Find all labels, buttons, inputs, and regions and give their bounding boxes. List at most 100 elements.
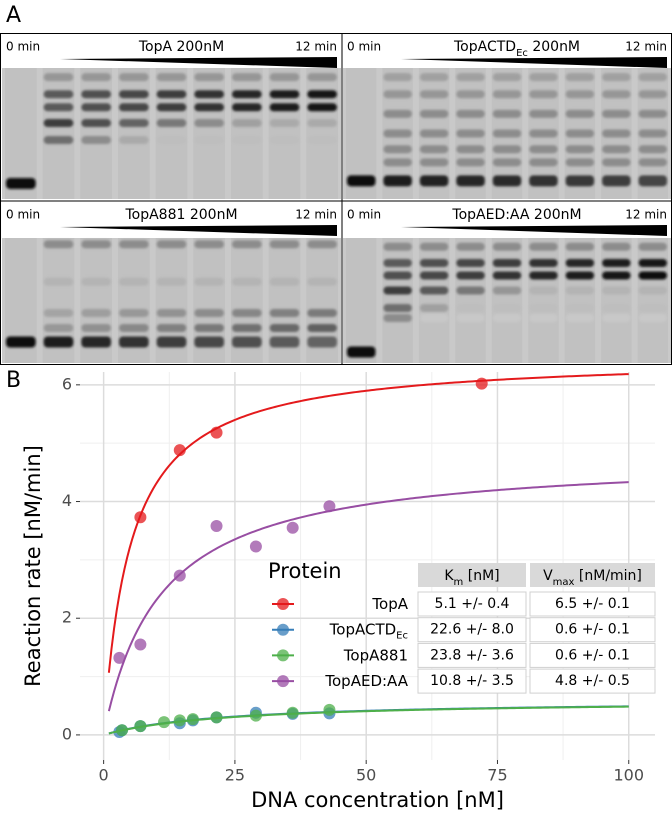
gel-band — [269, 136, 300, 145]
gel-band — [638, 145, 667, 154]
data-point — [173, 444, 186, 457]
gel-band — [529, 304, 558, 312]
gel-title-part: Ec — [516, 48, 528, 59]
fit-curve — [107, 373, 629, 673]
gel-band — [492, 109, 522, 118]
panel-label: A — [6, 3, 21, 28]
y-tick-label: 6 — [62, 374, 72, 393]
legend-marker — [277, 623, 289, 636]
legend-name: TopA — [371, 595, 408, 613]
gel-band — [383, 304, 412, 312]
gel-band — [347, 175, 376, 187]
table-header-cell — [418, 563, 526, 587]
y-tick-label: 0 — [62, 724, 72, 743]
legend-name-sub: Ec — [396, 630, 408, 641]
gel-lane — [637, 238, 668, 363]
header-part: [nM] — [463, 568, 499, 584]
gel-band — [456, 286, 485, 295]
gel-band — [529, 314, 558, 322]
gel-band — [156, 309, 187, 317]
gel-band — [119, 240, 149, 249]
gel-band — [232, 336, 262, 348]
gel-band — [43, 336, 74, 348]
gel-band — [156, 136, 187, 145]
gel-lane — [418, 238, 450, 363]
data-point — [475, 377, 488, 390]
gel-band — [43, 90, 74, 99]
y-tick-label: 4 — [62, 491, 72, 510]
gel-band — [565, 158, 595, 167]
data-point — [249, 709, 262, 722]
gel-band — [529, 158, 558, 167]
table-cell — [417, 668, 527, 694]
table-header: Vmax [nM/min] — [543, 568, 642, 588]
gel-band — [602, 259, 631, 267]
gel-band — [602, 129, 631, 138]
gel-band — [383, 109, 412, 118]
gel-band — [565, 129, 595, 138]
gel-band — [194, 73, 224, 82]
gel-band — [119, 336, 149, 348]
legend-label: TopA — [371, 595, 408, 613]
gel-band — [565, 145, 595, 154]
gel-band — [529, 73, 558, 82]
gel-band — [456, 271, 485, 280]
header-part: [nM/min] — [574, 568, 641, 584]
gel-band — [456, 259, 485, 267]
legend-marker — [277, 675, 289, 688]
gel-band — [43, 73, 74, 82]
gel-band — [81, 73, 111, 82]
gel-band — [638, 175, 667, 187]
gel-band — [307, 240, 337, 249]
gel-band — [156, 73, 187, 82]
gel-band — [81, 277, 111, 286]
gel-band — [307, 324, 337, 332]
gel-band — [156, 277, 187, 286]
gel-band — [232, 119, 262, 128]
gel-band — [456, 90, 485, 99]
table-value: 22.6 +/- 8.0 — [430, 622, 514, 638]
gel-band — [602, 286, 631, 295]
gel-band — [194, 103, 224, 112]
panel-label: B — [6, 368, 21, 393]
gel-start-label: 0 min — [347, 208, 381, 222]
gel-lane — [268, 68, 301, 199]
gel-lane — [306, 68, 338, 199]
gel-band — [43, 324, 74, 332]
gel-band — [383, 90, 412, 99]
header-part: V — [543, 568, 553, 584]
gel-band — [419, 271, 449, 280]
gel-band — [307, 277, 337, 286]
x-axis-title: DNA concentration [nM] — [251, 788, 504, 812]
gel-band — [602, 73, 631, 82]
gel-lane — [382, 238, 413, 363]
table-value: 5.1 +/- 0.4 — [435, 596, 510, 612]
gel-band — [307, 336, 337, 348]
gel-band — [6, 177, 36, 189]
gel-band — [81, 240, 111, 249]
gel-band — [602, 271, 631, 280]
gel-band — [602, 90, 631, 99]
gel-band — [269, 277, 300, 286]
x-tick-label: 100 — [613, 766, 644, 785]
gel-band — [383, 271, 412, 280]
gel-band — [43, 136, 74, 145]
gel-band — [638, 314, 667, 322]
table-cell — [529, 591, 656, 617]
x-tick-label: 0 — [99, 766, 109, 785]
gel-band — [565, 259, 595, 267]
gel-band — [307, 73, 337, 82]
y-tick-label: 2 — [62, 608, 72, 627]
gel-band — [269, 309, 300, 317]
gel-band — [119, 103, 149, 112]
y-axis-title: Reaction rate [nM/min] — [21, 445, 45, 687]
data-point — [323, 500, 336, 513]
gel-band — [194, 136, 224, 145]
gel-band — [529, 129, 558, 138]
gel-band — [194, 336, 224, 348]
gel-band — [43, 277, 74, 286]
gel-band — [492, 158, 522, 167]
gel-end-label: 12 min — [295, 208, 337, 222]
gel-band — [194, 90, 224, 99]
gel-band — [529, 242, 558, 251]
